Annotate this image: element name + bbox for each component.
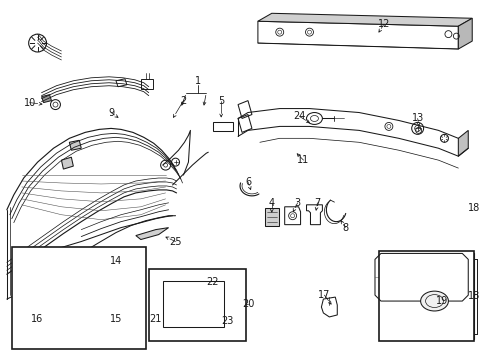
Polygon shape <box>264 208 278 226</box>
Text: 14: 14 <box>110 256 122 266</box>
Text: 18: 18 <box>467 291 479 301</box>
Text: 15: 15 <box>110 314 122 324</box>
Text: 11: 11 <box>297 155 309 165</box>
Polygon shape <box>69 140 81 150</box>
Bar <box>163 281 224 327</box>
Text: 19: 19 <box>435 296 447 306</box>
Text: 3: 3 <box>294 198 300 208</box>
Text: 22: 22 <box>205 277 218 287</box>
Circle shape <box>150 290 161 300</box>
Text: 8: 8 <box>342 222 347 233</box>
Text: 1: 1 <box>195 76 201 86</box>
Text: 17: 17 <box>318 290 330 300</box>
Bar <box>213 122 233 131</box>
Ellipse shape <box>420 291 447 311</box>
Polygon shape <box>41 95 51 103</box>
Bar <box>12 247 145 349</box>
Text: 4: 4 <box>268 198 274 208</box>
Polygon shape <box>61 157 73 169</box>
Text: 13: 13 <box>411 113 423 123</box>
Text: 20: 20 <box>241 299 254 309</box>
Text: 10: 10 <box>23 98 36 108</box>
Text: 23: 23 <box>221 316 233 326</box>
Text: 7: 7 <box>314 198 320 208</box>
Text: 12: 12 <box>377 19 389 29</box>
Circle shape <box>104 297 118 311</box>
Polygon shape <box>457 130 468 156</box>
Text: 24: 24 <box>293 112 305 121</box>
Text: 25: 25 <box>169 237 182 247</box>
Text: 2: 2 <box>180 96 186 105</box>
Text: 18: 18 <box>467 203 479 213</box>
Polygon shape <box>136 228 168 239</box>
Circle shape <box>150 304 161 314</box>
Bar <box>378 251 473 341</box>
Bar <box>148 269 245 341</box>
Text: 6: 6 <box>244 177 250 187</box>
Polygon shape <box>257 13 471 26</box>
Circle shape <box>400 255 444 299</box>
Text: 5: 5 <box>218 96 224 105</box>
Text: 16: 16 <box>30 314 42 324</box>
Text: 9: 9 <box>108 108 114 117</box>
Polygon shape <box>457 18 471 49</box>
Text: 21: 21 <box>149 314 162 324</box>
